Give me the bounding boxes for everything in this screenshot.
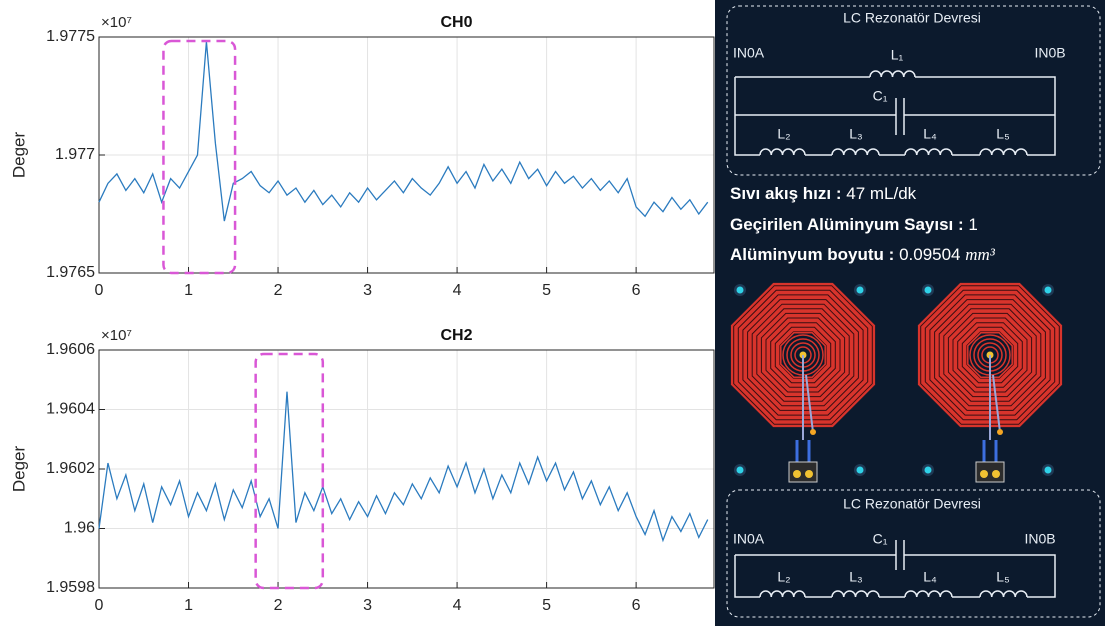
mount-hole-core bbox=[856, 466, 864, 474]
inductor bbox=[759, 148, 806, 156]
inductor bbox=[759, 590, 806, 598]
component-label: L₃ bbox=[849, 126, 863, 142]
highlight-box bbox=[254, 352, 325, 590]
mount-hole-core bbox=[1044, 466, 1052, 474]
mount-hole-core bbox=[924, 466, 932, 474]
x-tick-label: 5 bbox=[542, 282, 551, 299]
chart-title: CH2 bbox=[440, 327, 472, 344]
component-label: L₄ bbox=[923, 126, 937, 142]
connector bbox=[975, 461, 1005, 483]
wire bbox=[895, 98, 905, 135]
component-label: L₂ bbox=[777, 126, 790, 142]
x-tick-label: 0 bbox=[95, 282, 104, 299]
mount-hole-core bbox=[736, 286, 744, 294]
pad bbox=[992, 470, 1000, 478]
info-value: 1 bbox=[968, 215, 977, 234]
x-tick-label: 3 bbox=[363, 597, 372, 614]
y-axis-label: Deger bbox=[9, 132, 28, 179]
inductor bbox=[831, 590, 880, 598]
terminal-label: IN0A bbox=[733, 531, 765, 547]
x-tick-label: 2 bbox=[274, 597, 283, 614]
connector bbox=[788, 461, 818, 483]
y-tick-label: 1.96 bbox=[64, 520, 95, 537]
y-axis-label: Deger bbox=[9, 446, 28, 493]
chart-title: CH0 bbox=[440, 14, 472, 31]
info-line: Alüminyum boyutu : 0.09504 mm³ bbox=[730, 245, 996, 265]
y-tick-label: 1.9606 bbox=[46, 341, 95, 358]
terminal-label: IN0B bbox=[1034, 45, 1065, 61]
inductor bbox=[869, 70, 916, 78]
component-label: L₁ bbox=[891, 47, 904, 63]
x-tick-label: 6 bbox=[632, 282, 641, 299]
component-label: L₂ bbox=[777, 569, 790, 585]
component-label: C₁ bbox=[873, 88, 888, 104]
pcb-drawing bbox=[730, 282, 1063, 483]
info-value: 0.09504 bbox=[899, 245, 960, 264]
info-value: 47 mL/dk bbox=[846, 184, 916, 203]
y-tick-label: 1.9604 bbox=[46, 401, 95, 418]
mount-hole-core bbox=[924, 286, 932, 294]
data-line bbox=[98, 41, 709, 222]
pad bbox=[805, 470, 813, 478]
x-tick-label: 6 bbox=[632, 597, 641, 614]
info-line: Geçirilen Alüminyum Sayısı : 1 bbox=[730, 215, 978, 234]
trace bbox=[989, 355, 1001, 440]
inductor bbox=[979, 590, 1028, 598]
info-line: Sıvı akış hızı : 47 mL/dk bbox=[730, 184, 917, 203]
y-tick-label: 1.9598 bbox=[46, 579, 95, 596]
inductor bbox=[904, 590, 953, 598]
component-label: C₁ bbox=[873, 531, 888, 547]
circuit-title: LC Rezonatör Devresi bbox=[843, 496, 981, 512]
y-multiplier: ×10⁷ bbox=[101, 14, 132, 31]
highlight-box bbox=[162, 39, 237, 275]
y-tick-label: 1.9765 bbox=[46, 264, 95, 281]
pad bbox=[793, 470, 801, 478]
component-label: L₅ bbox=[996, 126, 1009, 142]
circuit-title: LC Rezonatör Devresi bbox=[843, 10, 981, 26]
mount-hole-core bbox=[736, 466, 744, 474]
info-label: Sıvı akış hızı : bbox=[730, 184, 842, 203]
inductor bbox=[904, 148, 953, 156]
component-label: L₄ bbox=[923, 569, 937, 585]
circuit-box bbox=[726, 489, 1101, 618]
y-tick-label: 1.9775 bbox=[46, 28, 95, 45]
info-label: Geçirilen Alüminyum Sayısı : bbox=[730, 215, 964, 234]
via bbox=[997, 429, 1003, 435]
inductor bbox=[979, 148, 1028, 156]
plot-frame bbox=[98, 36, 715, 274]
x-tick-label: 5 bbox=[542, 597, 551, 614]
mount-hole-core bbox=[856, 286, 864, 294]
trace bbox=[802, 355, 814, 440]
terminal-label: IN0A bbox=[733, 45, 765, 61]
x-tick-label: 1 bbox=[184, 597, 193, 614]
data-line bbox=[98, 391, 709, 543]
terminal-label: IN0B bbox=[1024, 531, 1055, 547]
via bbox=[810, 429, 816, 435]
circuit-drawing bbox=[726, 5, 1101, 618]
x-tick-label: 0 bbox=[95, 597, 104, 614]
x-tick-label: 3 bbox=[363, 282, 372, 299]
circuit-box bbox=[726, 5, 1101, 176]
plot-frame bbox=[98, 349, 715, 589]
x-tick-label: 1 bbox=[184, 282, 193, 299]
mount-hole-core bbox=[1044, 286, 1052, 294]
x-tick-label: 4 bbox=[453, 282, 462, 299]
y-tick-label: 1.977 bbox=[55, 146, 95, 163]
x-tick-label: 2 bbox=[274, 282, 283, 299]
pad bbox=[980, 470, 988, 478]
x-tick-label: 4 bbox=[453, 597, 462, 614]
component-label: L₃ bbox=[849, 569, 863, 585]
y-tick-label: 1.9602 bbox=[46, 460, 95, 477]
info-label: Alüminyum boyutu : bbox=[730, 245, 894, 264]
inductor bbox=[831, 148, 880, 156]
info-unit: mm³ bbox=[965, 245, 996, 264]
y-multiplier: ×10⁷ bbox=[101, 327, 132, 344]
component-label: L₅ bbox=[996, 569, 1009, 585]
wire bbox=[734, 76, 1056, 156]
wire bbox=[734, 540, 1056, 598]
